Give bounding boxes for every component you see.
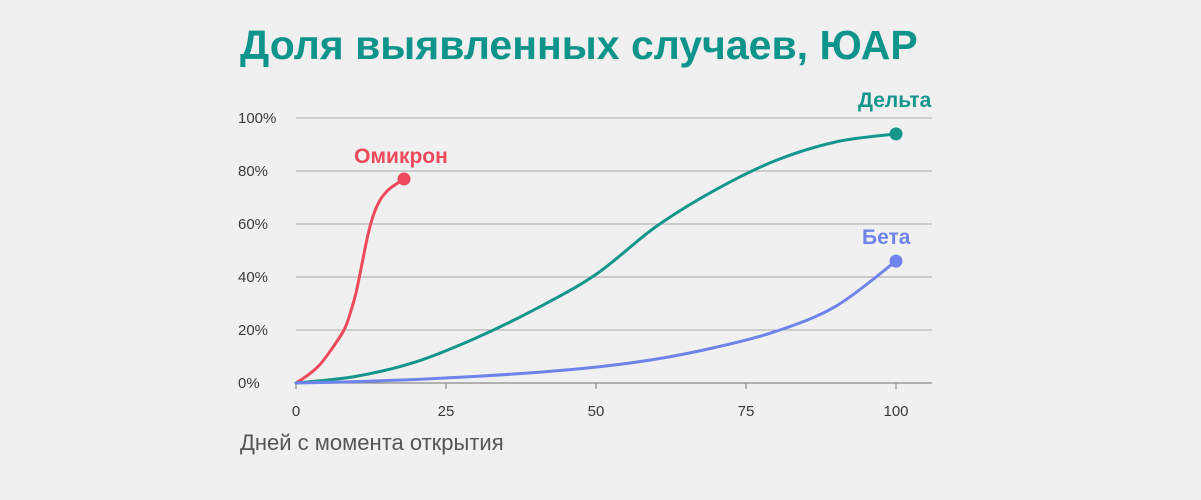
x-tick-label: 50: [588, 403, 605, 420]
y-tick-label: 0%: [238, 375, 260, 392]
y-tick-label: 80%: [238, 163, 268, 180]
series-end-point: [397, 172, 411, 186]
grid-layer: [296, 117, 932, 384]
series-line: [294, 177, 406, 385]
x-axis-label: Дней с момента открытия: [240, 430, 504, 455]
series-label: Дельта: [858, 89, 932, 112]
x-tick-label: 75: [738, 403, 755, 420]
x-tick-label: 0: [292, 403, 300, 420]
series-line: [294, 259, 898, 385]
y-tick-label: 100%: [238, 110, 276, 127]
chart-title: Доля выявленных случаев, ЮАР: [240, 22, 918, 68]
y-tick-label: 20%: [238, 322, 268, 339]
series-layer: [294, 127, 903, 385]
y-tick-label: 40%: [238, 269, 268, 286]
series-label: Омикрон: [354, 145, 448, 168]
label-layer: Омикрон Дельта Бета: [354, 89, 931, 249]
tick-layer: 0% 20% 40% 60% 80% 100% 0 25 50 75 100: [238, 110, 909, 420]
series-end-point: [889, 254, 903, 268]
y-tick-label: 60%: [238, 216, 268, 233]
series-end-point: [889, 127, 903, 141]
x-tick-label: 25: [438, 403, 455, 420]
series-label: Бета: [862, 226, 911, 249]
series-line: [294, 132, 898, 385]
x-tick-label: 100: [883, 403, 908, 420]
